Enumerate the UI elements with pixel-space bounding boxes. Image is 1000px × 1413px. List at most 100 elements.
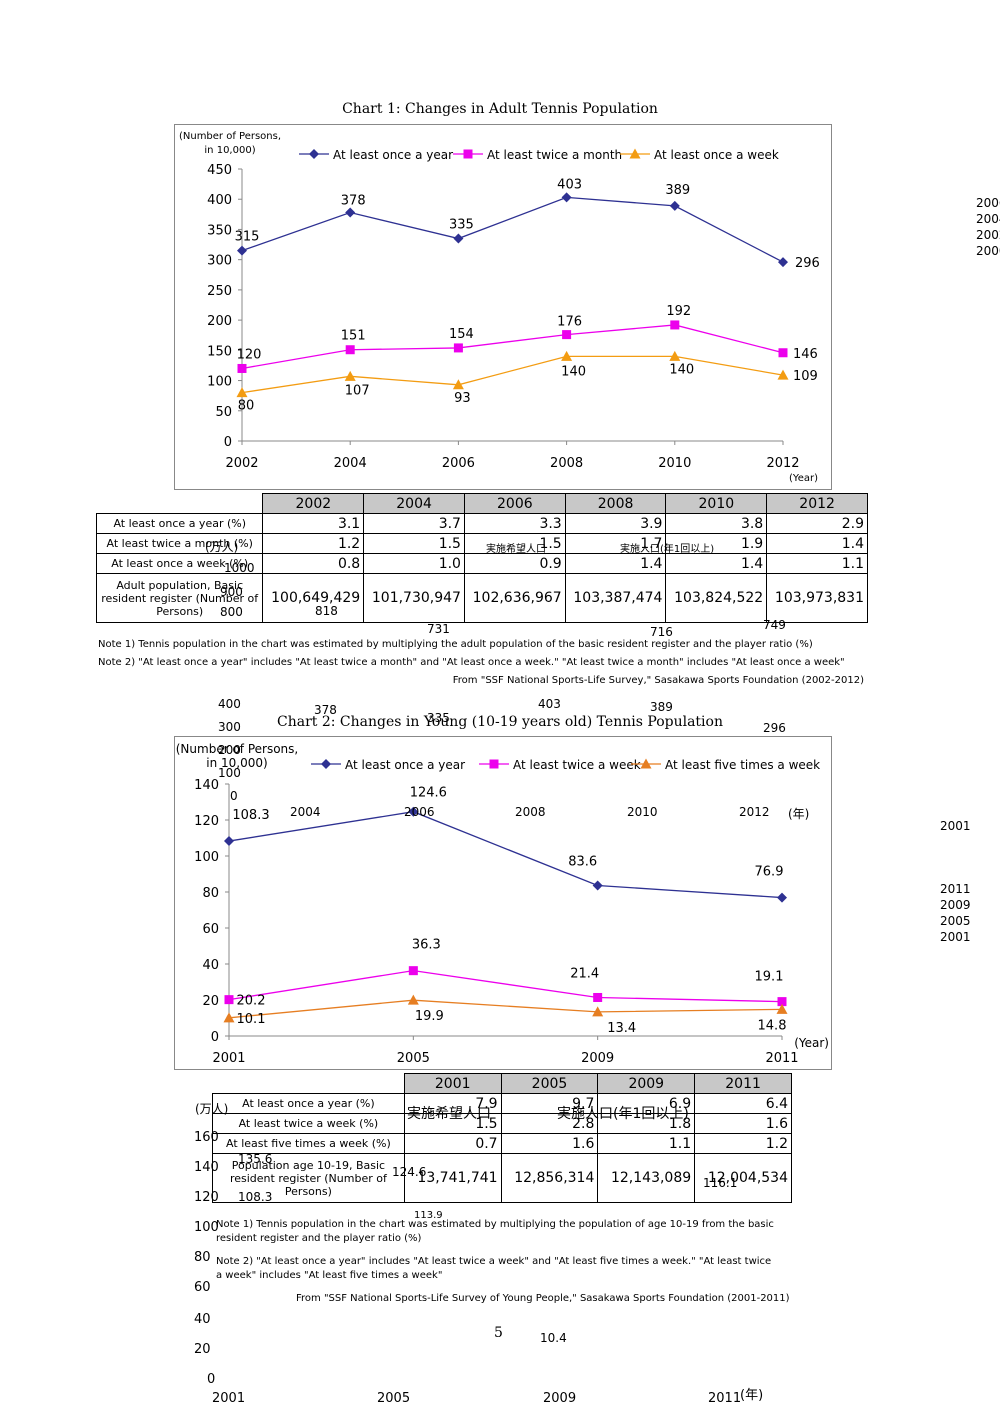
ghost-tick: 900 <box>220 585 243 599</box>
table-row: At least twice a week (%) 1.5 2.8 1.8 1.6 <box>212 1113 792 1134</box>
ghost-tick: 0 <box>207 1372 216 1387</box>
data-label: 389 <box>665 183 690 198</box>
table-cell: 1.9 <box>665 533 768 554</box>
ghost-tick: 200 <box>218 743 241 757</box>
legend-label: At least once a week <box>654 148 779 162</box>
data-point <box>561 192 572 203</box>
data-label: 176 <box>557 315 582 330</box>
ghost-legend: 実施人口(年1回以上) <box>557 1106 689 1122</box>
table1-source: From "SSF National Sports-Life Survey," … <box>452 675 864 686</box>
table-row: Population age 10-19, Basic resident reg… <box>212 1153 792 1203</box>
legend-label: At least twice a week <box>513 758 641 772</box>
ghost-year: 2005 <box>940 914 971 928</box>
x-tick-label: 2005 <box>397 1051 430 1066</box>
x-axis-label: (Year) <box>789 473 818 484</box>
y-tick-label: 350 <box>207 223 232 238</box>
table-cell: 12,856,314 <box>500 1153 599 1203</box>
data-label: 83.6 <box>568 855 597 870</box>
table-row-label: At least five times a week (%) <box>212 1133 405 1154</box>
page-number: 5 <box>494 1325 503 1341</box>
data-point <box>224 836 234 847</box>
table1-note1: Note 1) Tennis population in the chart w… <box>98 639 813 650</box>
table-row: At least once a week (%) 0.8 1.0 0.9 1.4 1.4 1… <box>95 553 868 574</box>
table-cell: 1.2 <box>262 533 365 554</box>
table-cell: 1.1 <box>766 553 868 574</box>
table-year-header: 2002 <box>262 493 365 514</box>
y-tick-label: 120 <box>194 814 219 829</box>
ghost-year: 2009 <box>940 898 971 912</box>
legend-marker <box>640 758 652 769</box>
ghost-tick: 40 <box>194 1312 211 1327</box>
y-tick-label: 50 <box>215 405 232 420</box>
series-line-0 <box>241 196 784 263</box>
table-cell: 1.4 <box>665 553 768 574</box>
data-label: 19.9 <box>415 1009 444 1024</box>
y-axis-label-line2: in 10,000) <box>204 145 255 156</box>
data-label: 76.9 <box>755 865 784 880</box>
ghost-value: 403 <box>538 697 561 711</box>
data-label: 109 <box>793 369 818 384</box>
data-point <box>777 369 789 380</box>
y-tick-label: 200 <box>207 314 232 329</box>
table-year-header: 2010 <box>665 493 768 514</box>
table2-note2: Note 2) "At least once a year" includes … <box>216 1256 772 1281</box>
ghost-value: 716 <box>650 625 673 639</box>
data-label: 107 <box>345 383 370 398</box>
series-line-0 <box>228 811 783 899</box>
data-point <box>777 997 787 1007</box>
ghost-year: (年) <box>788 807 810 821</box>
x-tick-label: 2009 <box>581 1051 614 1066</box>
ghost-legend: 実施希望人口 <box>407 1106 491 1122</box>
chart1-frame: 0 50 100 150 200 250 300 350 400 450 2002 2004 2006 2… <box>174 124 832 490</box>
table-cell: 6.4 <box>694 1093 792 1114</box>
ghost-year: 2002 <box>976 228 1000 242</box>
data-label: 10.1 <box>237 1012 266 1027</box>
ghost-year: 2004 <box>290 805 321 819</box>
table-cell: 0.7 <box>403 1133 502 1154</box>
ghost-year: 2001 <box>212 1391 246 1406</box>
ghost-tick: 160 <box>194 1130 219 1145</box>
chart2-frame: 0 20 40 60 80 100 120 140 2001 2005 2009 2011 (Numbe… <box>174 736 832 1070</box>
ghost-year: 2012 <box>739 805 770 819</box>
table-cell: 1.6 <box>500 1133 599 1154</box>
chart2-title: Chart 2: Changes in Young (10-19 years o… <box>277 714 723 730</box>
y-axis-label-line2: in 10,000) <box>206 756 267 770</box>
table-year-header: 2001 <box>403 1073 502 1094</box>
table-year-header: 2009 <box>597 1073 696 1094</box>
data-label: 20.2 <box>237 994 266 1009</box>
table1-note2: Note 2) "At least once a year" includes … <box>98 657 845 668</box>
ghost-value: 108.3 <box>238 1190 273 1204</box>
ghost-year: 2005 <box>377 1391 411 1406</box>
table-cell: 12,004,534 <box>694 1153 792 1203</box>
table-row-label: At least twice a week (%) <box>212 1113 405 1134</box>
ghost-unit: (万人) <box>195 1102 229 1116</box>
series-line-1 <box>228 970 783 1003</box>
data-label: 140 <box>669 362 694 377</box>
ghost-value: 296 <box>763 721 786 735</box>
ghost-year: 2010 <box>627 805 658 819</box>
x-tick-label: 2008 <box>550 456 583 471</box>
ghost-tick: 80 <box>194 1250 211 1265</box>
ghost-year: 2006 <box>976 196 1000 210</box>
y-tick-label: 60 <box>202 922 219 937</box>
chart1-svg: 0 50 100 150 200 250 300 350 400 450 2002 2004 2006 2… <box>179 131 820 484</box>
ghost-value: 731 <box>427 622 450 636</box>
table-year-header: 2011 <box>694 1073 792 1094</box>
data-point <box>592 1006 604 1017</box>
table-cell: 3.3 <box>463 513 566 534</box>
ghost-legend: 実施希望人口 <box>486 544 546 555</box>
y-axis-label-line1: (Number of Persons, <box>179 131 281 142</box>
ghost-legend: 実施人口(年1回以上) <box>620 544 715 555</box>
data-point <box>344 370 356 381</box>
table-cell: 2.9 <box>766 513 868 534</box>
table-cell: 3.1 <box>262 513 365 534</box>
ghost-value: 378 <box>314 703 337 717</box>
x-tick-label: 2001 <box>212 1051 245 1066</box>
table-cell: 3.7 <box>363 513 465 534</box>
y-tick-label: 20 <box>202 994 219 1009</box>
data-label: 120 <box>237 347 262 362</box>
ghost-value: 818 <box>315 604 338 618</box>
data-point <box>237 245 247 256</box>
ghost-tick: 1000 <box>224 561 255 575</box>
table-cell: 1.2 <box>694 1133 792 1154</box>
